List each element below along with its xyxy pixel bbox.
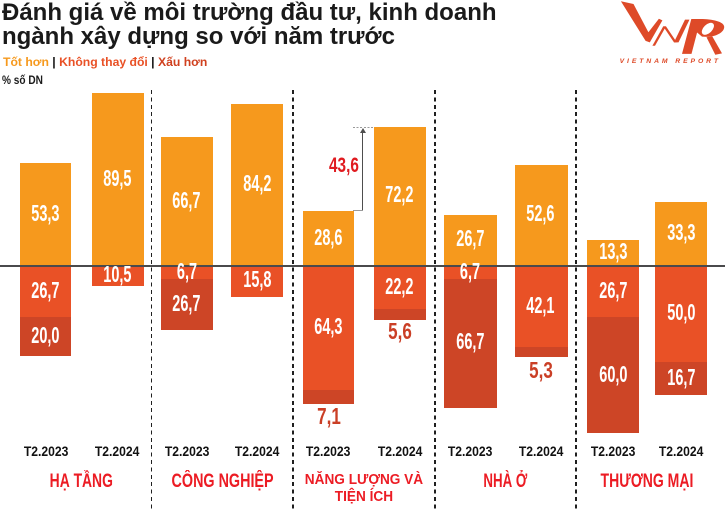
svg-text:VIETNAM REPORT: VIETNAM REPORT — [620, 58, 721, 65]
